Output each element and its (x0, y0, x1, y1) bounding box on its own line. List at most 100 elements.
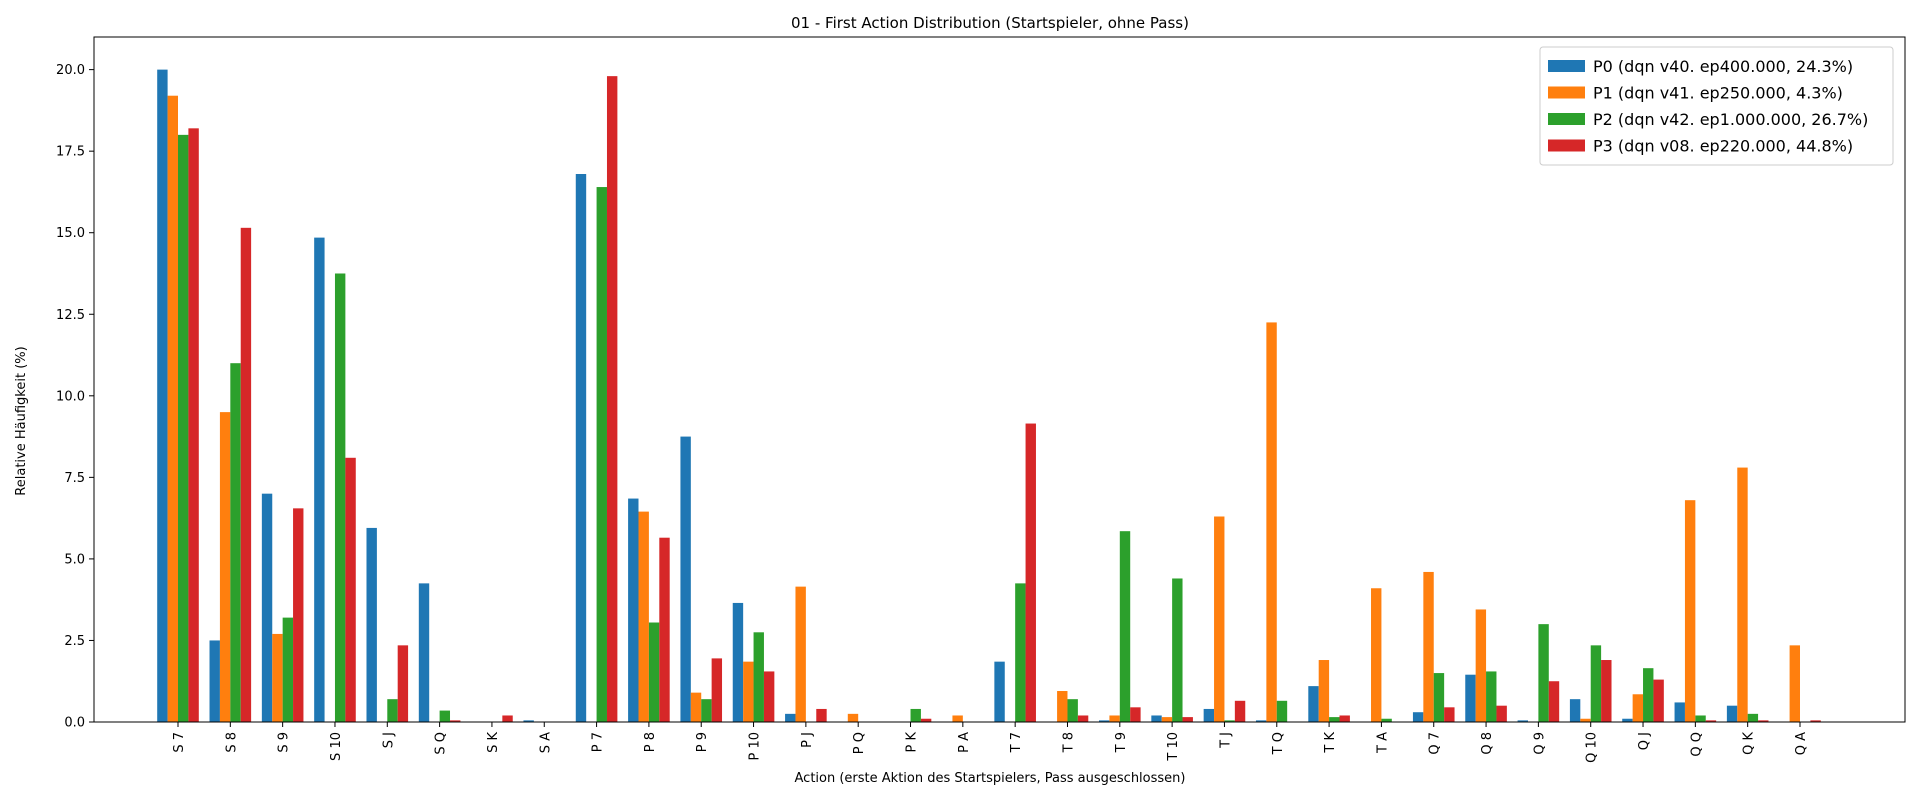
bar (1371, 588, 1382, 722)
bar (680, 436, 691, 722)
y-tick-label: 12.5 (56, 308, 85, 323)
axes-group: 0.0 2.5 5.0 7.5 10.0 12.5 15.0 17.5 20.0 S 7 S 8 S … (56, 36, 1906, 763)
bar (575, 174, 587, 722)
bar (1684, 500, 1696, 722)
bar (1737, 467, 1748, 722)
x-tick-label: Q Q (1689, 732, 1704, 757)
x-tick-label: P J (800, 732, 815, 748)
legend-label: P1 (dqn v41. ep250.000, 4.3%) (1593, 84, 1843, 103)
bar (387, 699, 398, 722)
bar (1653, 679, 1664, 722)
bar (1632, 694, 1644, 722)
bar (628, 498, 639, 722)
bar (167, 95, 178, 722)
bar (1308, 686, 1319, 722)
bar (1475, 609, 1487, 722)
legend: P0 (dqn v40. ep400.000, 24.3%) P1 (dqn v4… (1539, 46, 1894, 166)
y-tick-label: 10.0 (56, 389, 85, 404)
bar (1099, 720, 1110, 722)
bar (732, 602, 744, 722)
bar (1758, 720, 1769, 722)
bar (1067, 699, 1078, 722)
bar (1057, 691, 1068, 722)
bar (157, 69, 168, 723)
bar (659, 537, 670, 722)
x-tick-label: T 9 (1114, 732, 1129, 753)
x-tick-label: P 9 (695, 732, 710, 752)
bar (606, 76, 618, 722)
legend-label: P0 (dqn v40. ep400.000, 24.3%) (1593, 57, 1853, 76)
bar (1318, 660, 1330, 722)
x-tick-label: T 10 (1166, 732, 1181, 762)
x-tick-label: P Q (852, 732, 867, 754)
bar (1496, 705, 1507, 722)
y-tick-label: 5.0 (64, 552, 85, 567)
bar (596, 187, 607, 723)
bar (1548, 681, 1560, 722)
bar (1234, 700, 1246, 722)
bar (1674, 702, 1685, 722)
x-tick-label: P 10 (748, 732, 763, 761)
bar (1538, 624, 1549, 722)
y-tick-label: 17.5 (56, 145, 85, 160)
bar (638, 511, 649, 722)
bar (1705, 720, 1717, 722)
x-tick-label: Q 8 (1480, 732, 1495, 755)
bar (1182, 717, 1193, 722)
bar (1580, 718, 1591, 722)
bar (994, 661, 1005, 722)
legend-label: P3 (dqn v08. ep220.000, 44.8%) (1593, 137, 1853, 156)
bar (1015, 583, 1026, 722)
bar (1590, 645, 1602, 722)
bar (261, 493, 273, 722)
bar (1077, 715, 1089, 722)
bar (1025, 423, 1036, 722)
bar (282, 617, 294, 722)
y-tick-label: 20.0 (56, 63, 85, 78)
bar (219, 412, 231, 722)
bar (334, 273, 346, 722)
legend-label: P2 (dqn v42. ep1.000.000, 26.7%) (1593, 110, 1868, 129)
bar (690, 692, 702, 722)
x-tick-label: Q 10 (1585, 732, 1600, 763)
bar (1161, 717, 1173, 722)
bar (910, 708, 921, 722)
bar (1726, 705, 1738, 722)
x-tick-label: Q J (1637, 732, 1652, 750)
x-tick-label: S K (486, 732, 501, 753)
bar (1119, 531, 1131, 722)
bar (1789, 645, 1800, 722)
bar (847, 713, 859, 722)
bar (230, 363, 241, 722)
x-tick-label: T J (1218, 732, 1233, 749)
x-tick-label: T 8 (1061, 732, 1076, 753)
bar (1747, 713, 1759, 722)
x-tick-label: T A (1375, 732, 1390, 754)
bar (1695, 715, 1706, 722)
bar (753, 632, 764, 722)
bar (763, 671, 775, 722)
bar (1423, 571, 1434, 722)
bar (1151, 715, 1162, 722)
x-tick-label: S J (381, 732, 396, 748)
chart-title: 01 - First Action Distribution (Startspi… (791, 14, 1189, 32)
bar (345, 457, 356, 722)
bar (743, 661, 754, 722)
x-axis-label: Action (erste Aktion des Startspielers, … (795, 771, 1186, 786)
x-tick-label: S 7 (172, 732, 187, 753)
x-tick-label: S A (538, 732, 553, 753)
bar (1203, 708, 1215, 722)
x-tick-label: T 7 (1009, 732, 1024, 753)
bar (439, 710, 451, 722)
bar (1224, 720, 1235, 722)
bar (1172, 578, 1183, 722)
x-tick-label: Q 9 (1532, 732, 1547, 755)
x-tick-label: Q 7 (1428, 732, 1443, 755)
bar (418, 583, 430, 722)
x-tick-label: S Q (434, 732, 449, 755)
bar (1266, 322, 1277, 722)
bar (1569, 699, 1581, 722)
bar (1444, 707, 1455, 722)
bar (920, 718, 932, 722)
